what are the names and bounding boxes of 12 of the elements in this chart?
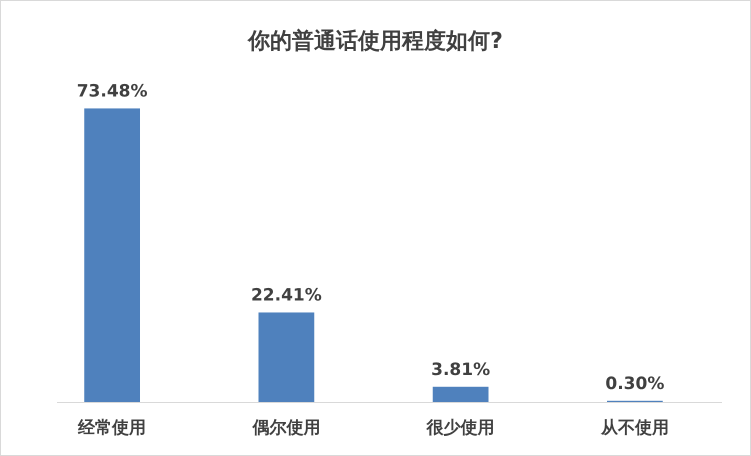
x-tick-label: 经常使用 — [77, 418, 146, 438]
bar — [258, 312, 314, 402]
data-label: 22.41% — [250, 285, 322, 306]
x-tick-label: 从不使用 — [600, 418, 669, 438]
data-label: 0.30% — [605, 374, 664, 394]
bar — [432, 386, 489, 402]
bar — [84, 108, 140, 402]
x-tick-label: 很少使用 — [426, 418, 495, 438]
data-label: 73.48% — [76, 81, 148, 102]
data-label: 3.81% — [431, 360, 490, 380]
x-tick-label: 偶尔使用 — [251, 418, 320, 438]
chart-title: 你的普通话使用程度如何? — [247, 28, 503, 54]
